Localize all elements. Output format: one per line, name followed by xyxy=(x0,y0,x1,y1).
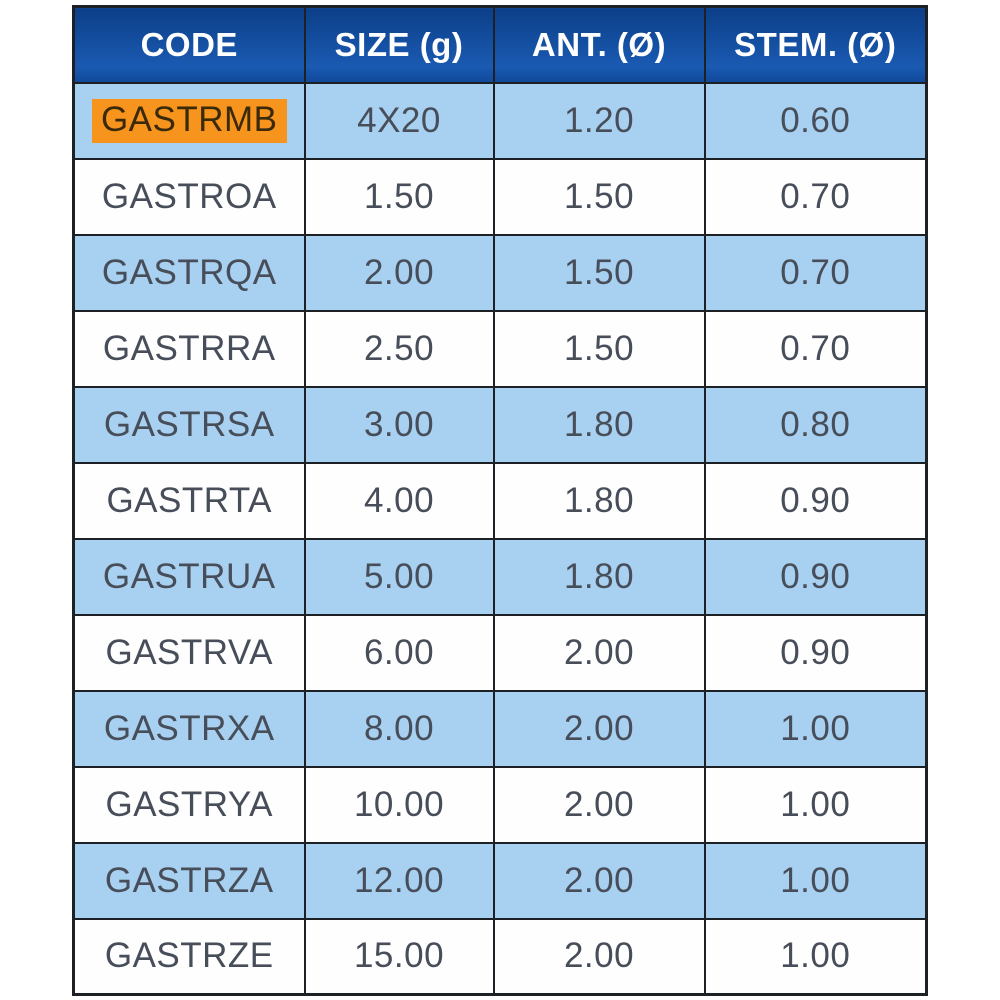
cell-size: 3.00 xyxy=(303,385,495,464)
table-body: GASTRMB 4X20 1.20 0.60 GASTROA 1.50 1.50 0.70 GA… xyxy=(72,81,928,996)
cell-stem: 0.90 xyxy=(703,537,928,616)
cell-stem: 0.80 xyxy=(703,385,928,464)
column-header-code: CODE xyxy=(72,5,306,84)
column-header-ant: ANT. (Ø) xyxy=(492,5,706,84)
cell-code: GASTRTA xyxy=(72,461,306,540)
cell-ant: 2.00 xyxy=(492,689,706,768)
cell-size: 1.50 xyxy=(303,157,495,236)
table-row: GASTRZE 15.00 2.00 1.00 xyxy=(72,917,928,996)
table-row: GASTRYA 10.00 2.00 1.00 xyxy=(72,765,928,844)
cell-code: GASTRMB xyxy=(72,81,306,160)
cell-ant: 2.00 xyxy=(492,765,706,844)
cell-ant: 2.00 xyxy=(492,917,706,996)
table-row: GASTRUA 5.00 1.80 0.90 xyxy=(72,537,928,616)
table-row: GASTRMB 4X20 1.20 0.60 xyxy=(72,81,928,160)
cell-code: GASTRQA xyxy=(72,233,306,312)
cell-ant: 1.50 xyxy=(492,309,706,388)
column-header-size: SIZE (g) xyxy=(303,5,495,84)
table-row: GASTRQA 2.00 1.50 0.70 xyxy=(72,233,928,312)
cell-ant: 1.50 xyxy=(492,157,706,236)
cell-stem: 0.70 xyxy=(703,309,928,388)
cell-code: GASTRSA xyxy=(72,385,306,464)
cell-stem: 0.70 xyxy=(703,233,928,312)
cell-stem: 0.70 xyxy=(703,157,928,236)
table-row: GASTRVA 6.00 2.00 0.90 xyxy=(72,613,928,692)
cell-size: 2.50 xyxy=(303,309,495,388)
cell-ant: 2.00 xyxy=(492,841,706,920)
cell-code: GASTROA xyxy=(72,157,306,236)
cell-ant: 1.80 xyxy=(492,537,706,616)
cell-size: 2.00 xyxy=(303,233,495,312)
cell-stem: 1.00 xyxy=(703,689,928,768)
cell-size: 15.00 xyxy=(303,917,495,996)
cell-stem: 1.00 xyxy=(703,917,928,996)
cell-ant: 1.20 xyxy=(492,81,706,160)
table-header-row: CODE SIZE (g) ANT. (Ø) STEM. (Ø) xyxy=(72,5,928,84)
cell-stem: 0.90 xyxy=(703,461,928,540)
highlighted-code[interactable]: GASTRMB xyxy=(91,98,287,143)
cell-ant: 1.50 xyxy=(492,233,706,312)
table-row: GASTRXA 8.00 2.00 1.00 xyxy=(72,689,928,768)
cell-code: GASTRYA xyxy=(72,765,306,844)
cell-stem: 0.60 xyxy=(703,81,928,160)
cell-stem: 1.00 xyxy=(703,841,928,920)
cell-code: GASTRRA xyxy=(72,309,306,388)
cell-size: 6.00 xyxy=(303,613,495,692)
cell-code: GASTRXA xyxy=(72,689,306,768)
cell-ant: 2.00 xyxy=(492,613,706,692)
cell-size: 8.00 xyxy=(303,689,495,768)
spec-table: CODE SIZE (g) ANT. (Ø) STEM. (Ø) GASTRMB… xyxy=(72,5,928,996)
table-row: GASTRZA 12.00 2.00 1.00 xyxy=(72,841,928,920)
cell-stem: 1.00 xyxy=(703,765,928,844)
cell-ant: 1.80 xyxy=(492,385,706,464)
cell-size: 4X20 xyxy=(303,81,495,160)
cell-code: GASTRUA xyxy=(72,537,306,616)
spec-table-container: CODE SIZE (g) ANT. (Ø) STEM. (Ø) GASTRMB… xyxy=(72,5,928,996)
cell-size: 10.00 xyxy=(303,765,495,844)
table-row: GASTRRA 2.50 1.50 0.70 xyxy=(72,309,928,388)
table-row: GASTRTA 4.00 1.80 0.90 xyxy=(72,461,928,540)
cell-code: GASTRZA xyxy=(72,841,306,920)
cell-stem: 0.90 xyxy=(703,613,928,692)
cell-code: GASTRVA xyxy=(72,613,306,692)
table-row: GASTROA 1.50 1.50 0.70 xyxy=(72,157,928,236)
cell-size: 12.00 xyxy=(303,841,495,920)
table-row: GASTRSA 3.00 1.80 0.80 xyxy=(72,385,928,464)
cell-size: 4.00 xyxy=(303,461,495,540)
cell-size: 5.00 xyxy=(303,537,495,616)
cell-ant: 1.80 xyxy=(492,461,706,540)
column-header-stem: STEM. (Ø) xyxy=(703,5,928,84)
cell-code: GASTRZE xyxy=(72,917,306,996)
